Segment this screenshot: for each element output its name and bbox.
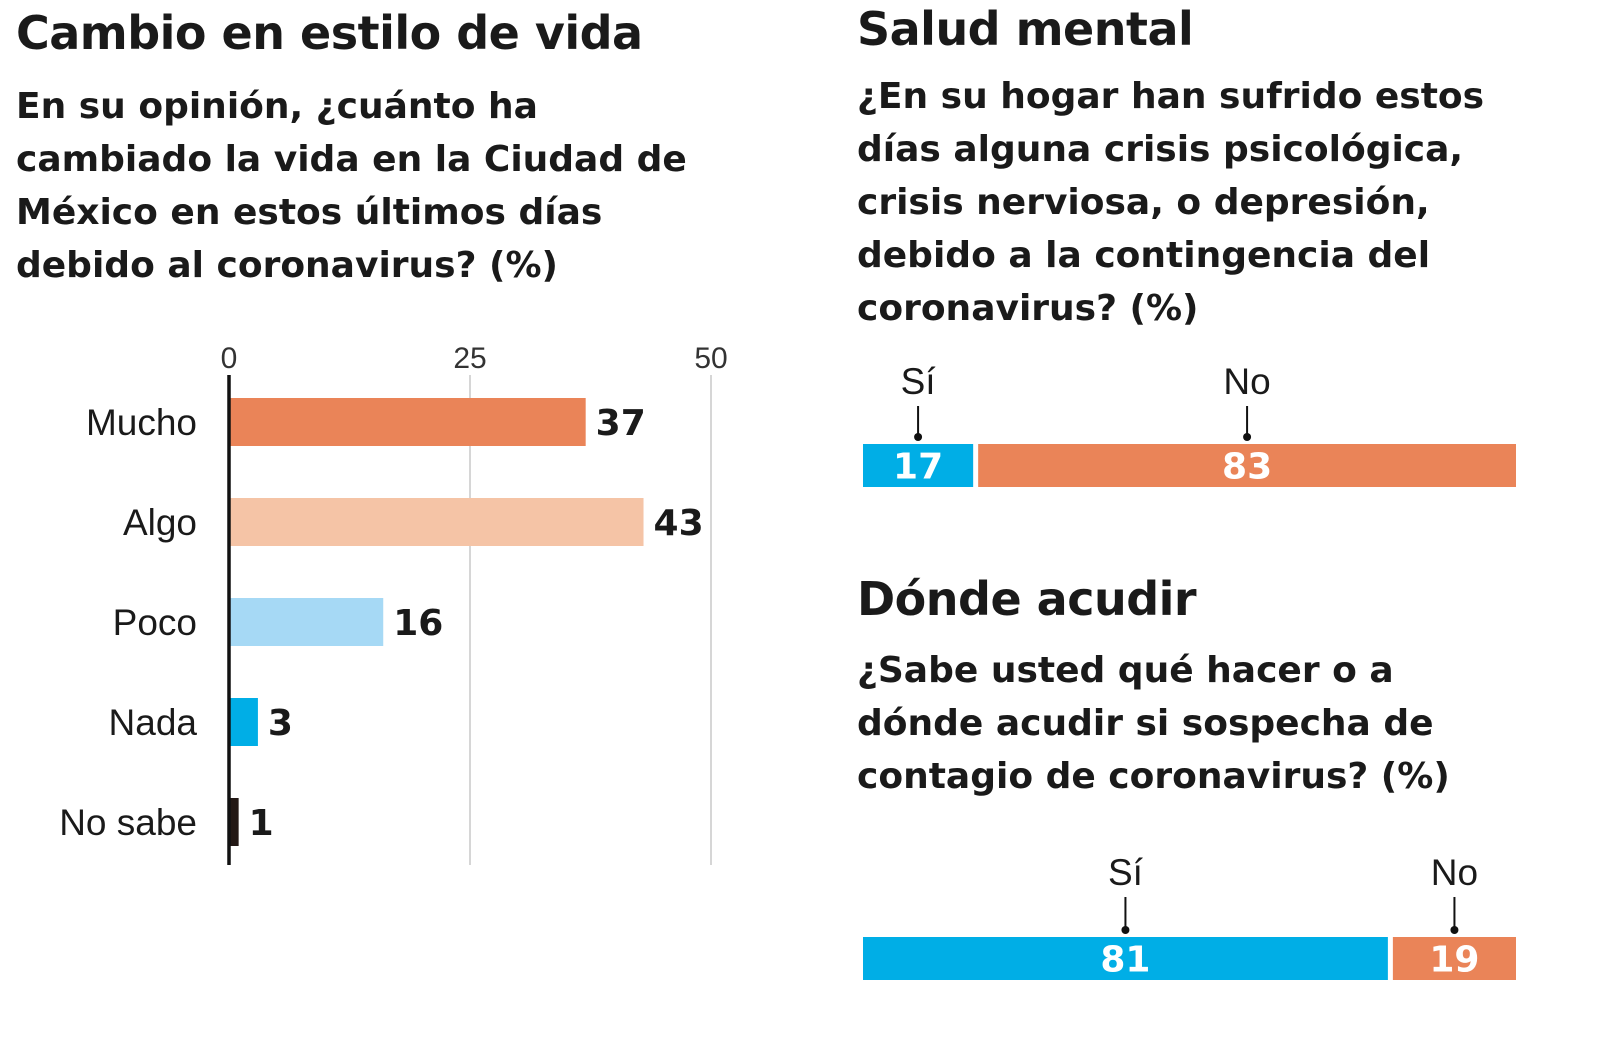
bar xyxy=(229,498,644,546)
chart3-segment-value: 81 xyxy=(1100,940,1150,981)
chart2-question-line: debido a la contingencia del xyxy=(857,235,1431,276)
bar xyxy=(229,598,384,646)
chart3-segment-value: 19 xyxy=(1429,940,1479,981)
chart1-question-line: En su opinión, ¿cuánto ha xyxy=(16,86,538,127)
data-label: 1 xyxy=(249,803,274,844)
chart2-segment-label: No xyxy=(1223,361,1270,402)
chart2-segment-value: 83 xyxy=(1222,447,1272,488)
chart3-segment xyxy=(1392,937,1516,980)
chart3-question-line: dónde acudir si sospecha de xyxy=(857,703,1434,744)
chart3-segment-label: Sí xyxy=(1108,852,1144,893)
chart2-segment xyxy=(863,444,974,487)
x-tick-label: 0 xyxy=(221,342,238,375)
chart2-title: Salud mental xyxy=(857,2,1194,56)
chart2-question-line: ¿En su hogar han sufrido estos xyxy=(857,76,1485,117)
bar xyxy=(229,698,258,746)
category-label: Poco xyxy=(113,602,197,643)
chart3-question-line: ¿Sabe usted qué hacer o a xyxy=(857,650,1394,691)
category-label: Nada xyxy=(109,702,198,743)
chart2-segment-value: 17 xyxy=(893,447,943,488)
chart3-title: Dónde acudir xyxy=(857,572,1197,626)
chart2-segment xyxy=(978,444,1516,487)
x-tick-label: 25 xyxy=(453,342,486,375)
chart1-question-line: cambiado la vida en la Ciudad de xyxy=(16,139,687,180)
chart3-segment-label: No xyxy=(1431,852,1478,893)
chart1-title: Cambio en estilo de vida xyxy=(16,6,643,60)
chart2-question-line: coronavirus? (%) xyxy=(857,288,1199,329)
bar xyxy=(229,798,239,846)
chart2-segment-label: Sí xyxy=(901,361,937,402)
chart3-leader-dot xyxy=(1450,926,1459,934)
chart2-question-line: días alguna crisis psicológica, xyxy=(857,129,1464,170)
data-label: 43 xyxy=(654,503,704,544)
chart3-question-line: contagio de coronavirus? (%) xyxy=(857,756,1450,797)
data-label: 3 xyxy=(268,703,293,744)
chart3-segment xyxy=(863,937,1388,980)
chart1-question: En su opinión, ¿cuánto ha cambiado la vi… xyxy=(16,80,687,292)
x-tick-label: 50 xyxy=(694,342,727,375)
chart1-question-line: México en estos últimos días xyxy=(16,192,603,233)
chart2-question-line: crisis nerviosa, o depresión, xyxy=(857,182,1430,223)
category-label: No sabe xyxy=(59,802,197,843)
data-label: 37 xyxy=(596,403,646,444)
chart3-leader-dot xyxy=(1121,926,1130,934)
chart2-question: ¿En su hogar han sufrido estos días algu… xyxy=(857,70,1484,335)
category-label: Algo xyxy=(123,502,197,543)
data-label: 16 xyxy=(393,603,443,644)
chart3-question: ¿Sabe usted qué hacer o a dónde acudir s… xyxy=(857,644,1450,803)
chart1-question-line: debido al coronavirus? (%) xyxy=(16,245,558,286)
bar xyxy=(229,398,586,446)
category-label: Mucho xyxy=(86,402,197,443)
chart2-leader-dot xyxy=(914,433,923,441)
chart2-leader-dot xyxy=(1243,433,1252,441)
